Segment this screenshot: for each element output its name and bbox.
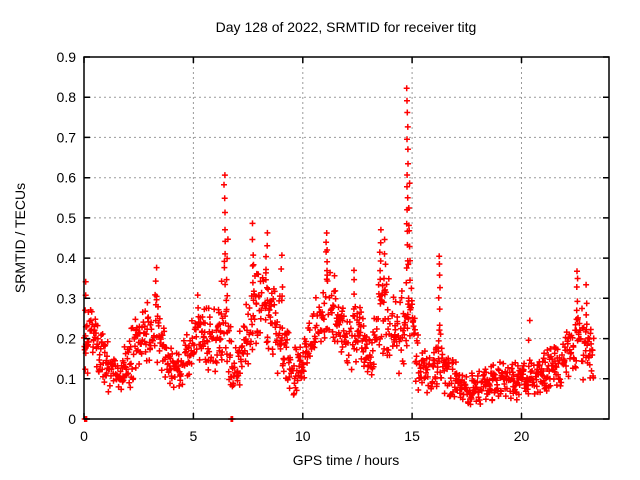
y-tick-labels: 0 0.1 0.2 0.3 0.4 0.5 0.6 0.7 0.8 0.9 [57, 49, 77, 427]
y-tick-label: 0.1 [57, 371, 77, 387]
axis-ticks [83, 56, 609, 420]
data-points-srmtid [81, 85, 597, 422]
y-tick-label: 0.2 [57, 331, 77, 347]
x-axis-label: GPS time / hours [292, 452, 400, 468]
y-tick-label: 0.7 [57, 129, 77, 145]
y-tick-label: 0.6 [57, 170, 77, 186]
x-tick-labels: 0 5 10 15 20 [80, 428, 529, 444]
x-tick-label: 0 [80, 428, 88, 444]
y-tick-label: 0 [68, 411, 76, 427]
y-tick-label: 0.5 [57, 210, 77, 226]
x-tick-label: 5 [190, 428, 198, 444]
chart-title: Day 128 of 2022, SRMTID for receiver tit… [215, 19, 477, 35]
y-tick-label: 0.9 [57, 49, 77, 65]
x-tick-label: 15 [404, 428, 420, 444]
x-tick-label: 10 [295, 428, 311, 444]
y-tick-label: 0.3 [57, 290, 77, 306]
x-tick-label: 20 [514, 428, 530, 444]
y-tick-label: 0.8 [57, 89, 77, 105]
y-tick-label: 0.4 [57, 250, 77, 266]
plot-border [83, 56, 610, 420]
grid-lines [83, 56, 609, 420]
